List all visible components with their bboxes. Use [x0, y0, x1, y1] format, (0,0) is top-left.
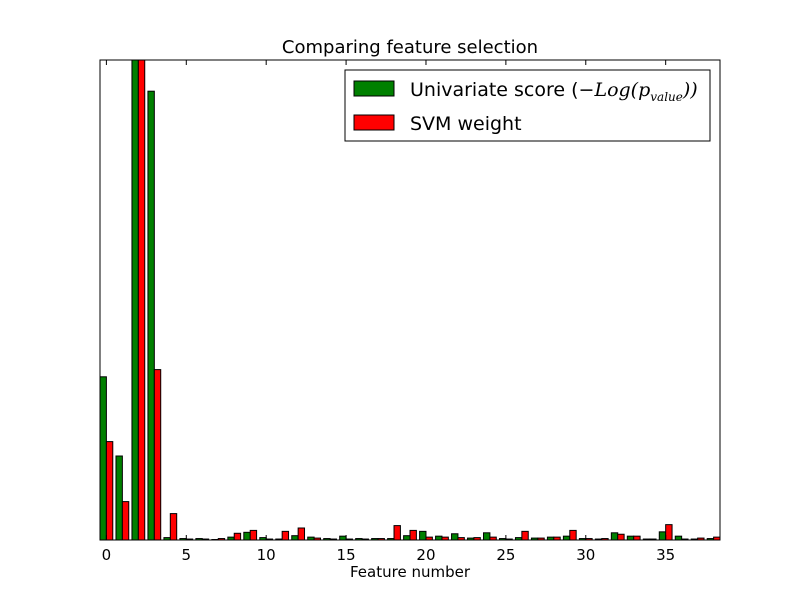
- bar-univariate-20: [419, 530, 427, 541]
- x-axis-ticks: 0 5 10 15 20 25 30 35: [102, 60, 675, 564]
- legend: Univariate score (−Log(pvalue)) SVM weig…: [344, 69, 711, 142]
- legend-label-univariate-close: )): [682, 79, 698, 101]
- bar-svm-1: [121, 501, 130, 541]
- bar-univariate-1: [115, 455, 123, 541]
- bar-univariate-21: [435, 535, 443, 541]
- plot-area-frame: [99, 59, 721, 541]
- bar-univariate-22: [451, 533, 459, 541]
- bar-svm-26: [521, 530, 529, 541]
- bar-svm-19: [409, 529, 417, 541]
- x-tick-label: 10: [257, 546, 276, 564]
- bar-svm-12: [297, 527, 306, 541]
- bar-svm-29: [569, 529, 577, 541]
- legend-label-univariate-subscript: value: [650, 90, 683, 104]
- bar-svm-35: [665, 524, 673, 541]
- bar-univariate-12: [291, 535, 299, 541]
- bar-svm-18: [393, 525, 401, 541]
- x-tick-label: 15: [337, 546, 356, 564]
- bar-svm-3: [153, 369, 162, 541]
- x-tick-label: 30: [576, 546, 595, 564]
- legend-label-univariate: Univariate score (−Log(pvalue)): [410, 79, 698, 104]
- legend-box: [344, 69, 711, 142]
- bar-univariate-33: [626, 535, 635, 541]
- bar-svm-9: [249, 529, 258, 541]
- chart-title: Comparing feature selection: [282, 37, 538, 58]
- x-tick-label: 20: [416, 546, 435, 564]
- x-tick-label: 0: [102, 546, 112, 564]
- legend-label-univariate-math: −Log(p: [579, 79, 651, 101]
- bar-univariate-15: [339, 535, 347, 541]
- bar-univariate-36: [674, 535, 683, 541]
- bar-svm-0: [105, 441, 114, 541]
- bar-univariate-3: [147, 90, 155, 541]
- x-tick-label: 25: [496, 546, 515, 564]
- x-tick-label: 35: [656, 546, 675, 564]
- legend-swatch-svm: [353, 114, 395, 131]
- bar-svm-8: [233, 532, 242, 541]
- bar-svm-33: [633, 535, 641, 541]
- bar-svm-11: [281, 530, 290, 541]
- bar-univariate-32: [610, 532, 619, 541]
- bar-univariate-24: [483, 532, 491, 541]
- bar-univariate-29: [562, 535, 571, 541]
- bar-univariate-35: [658, 531, 667, 541]
- bar-univariate-9: [243, 531, 251, 541]
- x-axis-label: Feature number: [350, 563, 471, 581]
- bar-svm-4: [169, 513, 178, 541]
- bar-svm-32: [617, 533, 625, 541]
- bar-univariate-2: [131, 59, 139, 541]
- x-tick-label: 5: [182, 546, 192, 564]
- bar-univariate-0: [99, 376, 107, 541]
- bar-univariate-19: [403, 535, 411, 541]
- bar-svm-2: [137, 59, 146, 541]
- legend-swatch-univariate: [353, 80, 395, 97]
- legend-label-svm: SVM weight: [410, 113, 522, 135]
- legend-label-univariate-text: Univariate score (: [410, 79, 579, 101]
